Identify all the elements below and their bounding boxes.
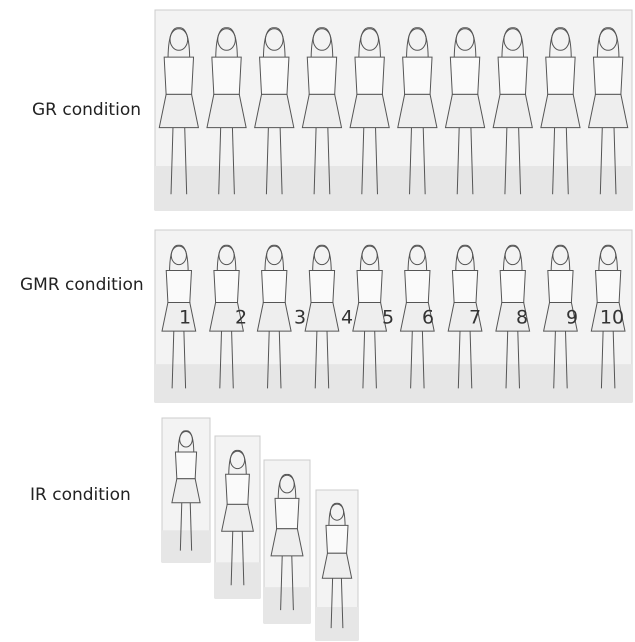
shirt	[175, 452, 196, 479]
skirt	[255, 94, 294, 127]
shirt	[405, 271, 430, 303]
person-number: 8	[516, 307, 528, 329]
skirt	[305, 303, 339, 332]
shirt	[357, 271, 382, 303]
skirt	[350, 94, 389, 127]
photo	[162, 418, 210, 562]
person-number: 10	[600, 307, 624, 329]
shirt	[309, 271, 334, 303]
person-number: 1	[179, 307, 191, 329]
photo	[215, 436, 260, 598]
person-number: 5	[382, 307, 394, 329]
skirt	[398, 94, 437, 127]
ground	[264, 587, 310, 623]
shirt	[164, 57, 193, 94]
shirt	[226, 474, 250, 504]
shirt	[307, 57, 336, 94]
skirt	[271, 529, 303, 556]
person-number: 7	[469, 307, 481, 329]
panel-label: GR condition	[32, 100, 141, 120]
skirt	[322, 553, 351, 578]
photo	[316, 490, 358, 640]
person-number: 4	[341, 307, 353, 329]
shirt	[546, 57, 575, 94]
shirt	[548, 271, 573, 303]
skirt	[172, 479, 200, 503]
shirt	[166, 271, 191, 303]
ground	[215, 562, 260, 598]
photo	[264, 460, 310, 623]
person-number: 9	[566, 307, 578, 329]
ground	[155, 364, 632, 402]
shirt	[450, 57, 479, 94]
shirt	[355, 57, 384, 94]
shirt	[403, 57, 432, 94]
ground	[316, 607, 358, 640]
shirt	[260, 57, 289, 94]
figure: GR condition GMR condition IR condition …	[0, 0, 635, 642]
person-number: 2	[235, 307, 247, 329]
skirt	[302, 94, 341, 127]
shirt	[498, 57, 527, 94]
skirt	[222, 504, 254, 531]
shirt	[262, 271, 287, 303]
shirt	[596, 271, 621, 303]
shirt	[214, 271, 239, 303]
panel-label: GMR condition	[20, 275, 144, 295]
shirt	[212, 57, 241, 94]
ground	[162, 530, 210, 562]
shirt	[275, 498, 299, 528]
shirt	[326, 525, 348, 553]
person-number: 6	[422, 307, 434, 329]
shirt	[593, 57, 622, 94]
skirt	[257, 303, 291, 332]
shirt	[452, 271, 477, 303]
person-number: 3	[294, 307, 306, 329]
shirt	[500, 271, 525, 303]
skirt	[207, 94, 246, 127]
skirt	[445, 94, 484, 127]
skirt	[589, 94, 628, 127]
skirt	[493, 94, 532, 127]
photo	[155, 10, 632, 210]
skirt	[541, 94, 580, 127]
ground	[155, 166, 632, 210]
panel-label: IR condition	[30, 485, 131, 505]
skirt	[159, 94, 198, 127]
